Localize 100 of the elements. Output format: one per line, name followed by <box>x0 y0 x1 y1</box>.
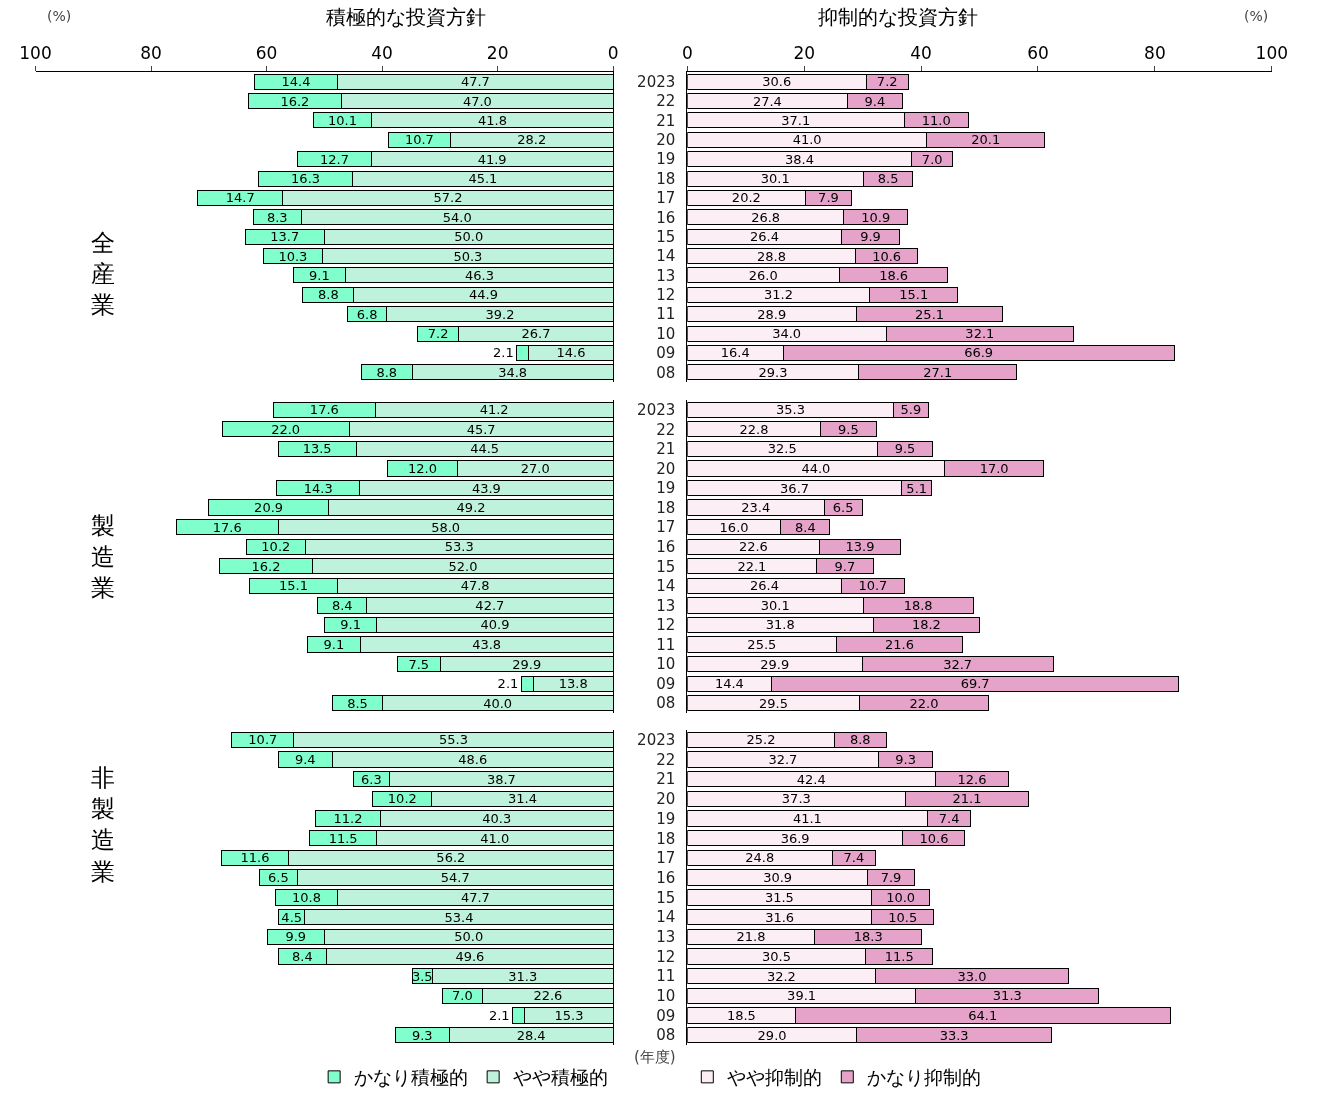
data-label: 6.5 <box>268 870 289 886</box>
data-label: 7.4 <box>938 811 960 827</box>
data-label: 10.6 <box>872 248 902 264</box>
data-label: 22.1 <box>737 558 767 574</box>
data-label: 8.5 <box>347 695 368 711</box>
text: (%) <box>47 8 72 24</box>
x-tick-label: 100 <box>19 43 52 64</box>
data-label: 13.5 <box>302 441 332 457</box>
data-label: 16.0 <box>719 519 749 535</box>
data-label: 15.3 <box>554 1007 584 1023</box>
data-label: 7.4 <box>843 850 865 866</box>
y-tick-label: 14 <box>656 577 676 596</box>
data-label: 7.9 <box>880 870 902 886</box>
data-label: 52.0 <box>448 558 478 574</box>
data-label: 45.1 <box>468 171 498 187</box>
data-label: 9.9 <box>860 229 881 245</box>
data-label: 31.8 <box>765 617 795 633</box>
data-label: 54.0 <box>442 209 472 225</box>
y-tick-label: 19 <box>656 479 676 498</box>
y-tick-label: 12 <box>656 286 676 305</box>
x-tick-label: 0 <box>681 43 693 64</box>
y-tick-label: 22 <box>656 420 676 439</box>
data-label: 31.3 <box>508 968 538 984</box>
y-tick-label: 09 <box>656 674 676 693</box>
data-label: 27.4 <box>752 93 782 109</box>
data-label: 34.8 <box>498 364 528 380</box>
data-label: 25.2 <box>746 732 776 748</box>
y-tick-label: 12 <box>656 616 676 635</box>
data-label: 41.8 <box>477 112 507 128</box>
data-label: 36.7 <box>780 480 810 496</box>
text: (%) <box>1244 8 1269 24</box>
data-label: 12.0 <box>408 460 438 476</box>
data-label: 2.1 <box>493 345 514 361</box>
data-label: 12.7 <box>319 151 349 167</box>
y-tick-label: 17 <box>656 518 676 537</box>
y-tick-label: 13 <box>656 927 676 946</box>
y-tick-label: 10 <box>656 655 676 674</box>
data-label: 10.3 <box>278 248 308 264</box>
y-tick-label: 08 <box>656 1026 676 1045</box>
legend-label: かなり抑制的 <box>867 1066 982 1089</box>
data-label: 17.0 <box>979 460 1009 476</box>
x-tick-label: 100 <box>1255 43 1289 64</box>
x-tick-label: 0 <box>607 43 619 64</box>
data-label: 14.7 <box>225 190 255 206</box>
x-tick-label: 60 <box>1027 43 1049 64</box>
data-label: 30.1 <box>760 171 790 187</box>
legend-label: やや抑制的 <box>727 1066 823 1089</box>
y-tick-label: 15 <box>656 888 676 907</box>
data-label: 42.7 <box>475 597 505 613</box>
data-label: 43.9 <box>471 480 501 496</box>
data-label: 16.2 <box>280 93 310 109</box>
data-label: 49.6 <box>455 948 485 964</box>
data-label: 30.1 <box>760 597 790 613</box>
data-label: 9.1 <box>323 637 345 653</box>
data-label: 20.1 <box>971 132 1001 148</box>
data-label: 44.5 <box>470 441 500 457</box>
data-label: 13.7 <box>270 229 300 245</box>
data-label: 53.3 <box>444 539 474 555</box>
data-label: 18.2 <box>911 617 941 633</box>
y-tick-label: 19 <box>656 809 676 828</box>
data-label: 43.8 <box>472 637 502 653</box>
data-label: 17.6 <box>309 402 339 418</box>
data-label: 5.9 <box>900 402 922 418</box>
data-label: 30.6 <box>762 74 792 90</box>
y-tick-label: 09 <box>656 1006 676 1025</box>
data-label: 58.0 <box>431 519 461 535</box>
y-tick-label: 11 <box>656 305 676 324</box>
data-label: 10.9 <box>861 209 891 225</box>
y-tick-label: 2023 <box>637 401 676 420</box>
data-label: 32.7 <box>943 656 973 672</box>
data-label: 50.3 <box>453 248 483 264</box>
data-label: 10.7 <box>248 732 278 748</box>
data-label: 32.5 <box>767 441 797 457</box>
data-label: 26.8 <box>751 209 781 225</box>
data-label: 23.4 <box>741 500 771 516</box>
data-label: 49.2 <box>456 500 486 516</box>
data-label: 10.2 <box>261 539 291 555</box>
data-label: 29.3 <box>758 364 788 380</box>
data-label: 22.8 <box>739 421 769 437</box>
data-label: 10.0 <box>886 889 916 905</box>
annotation: 製造業 <box>91 512 115 603</box>
data-label: 26.4 <box>749 229 779 245</box>
data-label: 28.4 <box>516 1027 546 1043</box>
data-label: 57.2 <box>433 190 463 206</box>
data-label: 8.3 <box>266 209 288 225</box>
data-label: 29.9 <box>512 656 542 672</box>
data-label: 35.3 <box>775 402 805 418</box>
data-label: 17.6 <box>212 519 242 535</box>
data-label: 27.0 <box>520 460 550 476</box>
y-tick-label: 17 <box>656 189 676 208</box>
y-tick-label: 12 <box>656 947 676 966</box>
data-label: 12.6 <box>957 771 987 787</box>
data-label: 40.9 <box>480 617 510 633</box>
y-tick-label: 21 <box>656 440 676 459</box>
data-label: 29.0 <box>757 1027 787 1043</box>
y-tick-label: 18 <box>656 829 676 848</box>
data-label: 7.0 <box>452 988 473 1004</box>
x-tick-label: 60 <box>255 43 278 64</box>
data-label: 50.0 <box>454 229 484 245</box>
data-label: 7.5 <box>408 656 430 672</box>
